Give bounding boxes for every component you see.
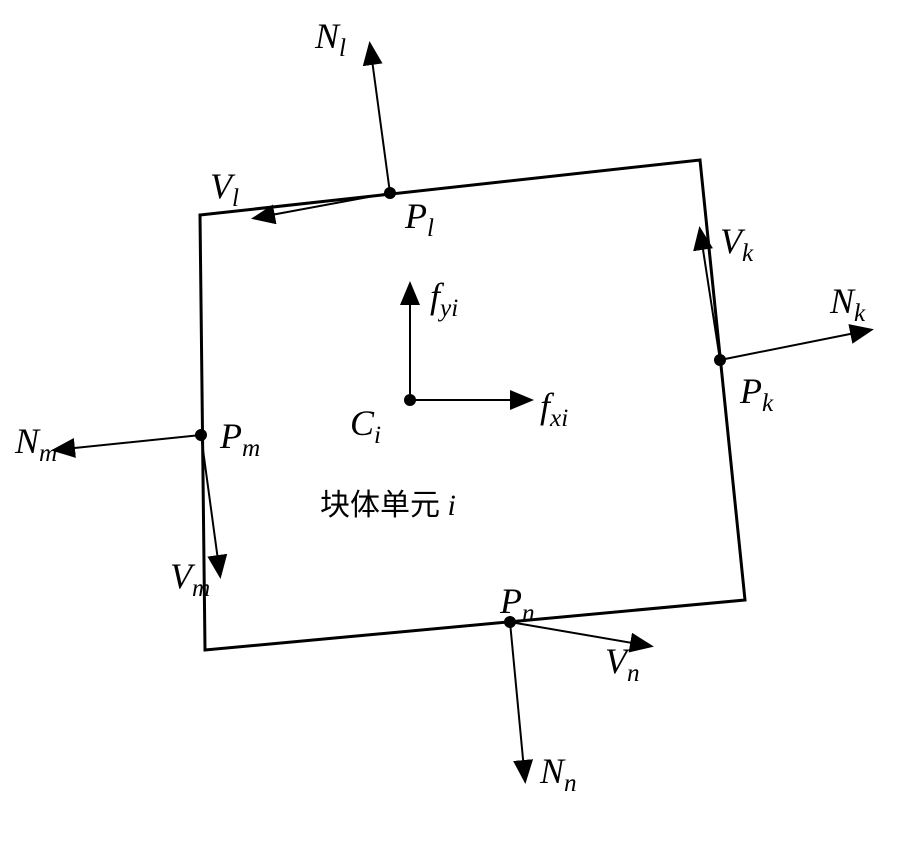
N-Pm-label: Nm: [15, 420, 57, 468]
V-Pn-label: Vn: [605, 640, 640, 688]
block-polygon: [200, 160, 745, 650]
body-label: 块体单元 i: [320, 480, 456, 524]
point-Pm-label: Pm: [220, 415, 260, 463]
centroid-label: Ci: [350, 402, 381, 450]
point-Pk-label: Pk: [740, 370, 773, 418]
N-Pk-label: Nk: [830, 280, 865, 328]
V-Pm-label: Vm: [170, 555, 210, 603]
fy-label: fyi: [430, 275, 458, 323]
fx-label: fxi: [540, 385, 568, 433]
V-Pl-label: Vl: [210, 165, 239, 213]
point-Pn-label: Pn: [500, 580, 535, 628]
N-Pl-label: Nl: [315, 15, 346, 63]
V-Pk-label: Vk: [720, 220, 753, 268]
diagram-canvas: [0, 0, 897, 848]
N-Pn-label: Nn: [540, 750, 577, 798]
point-Pl-label: Pl: [405, 195, 434, 243]
